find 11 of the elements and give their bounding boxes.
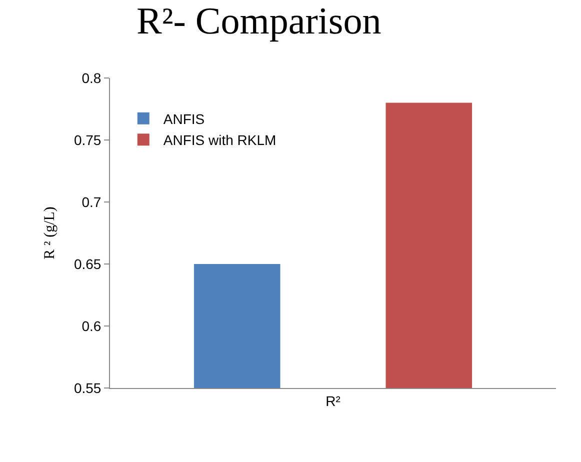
legend-label: ANFIS	[163, 110, 205, 127]
y-tick-label: 0.75	[74, 132, 102, 148]
y-tick-label: 0.65	[74, 256, 102, 272]
y-axis-title: R ² (g/L)	[42, 206, 58, 260]
legend-label: ANFIS with RKLM	[163, 132, 276, 148]
y-tick-label: 0.55	[74, 380, 102, 396]
y-tick-label: 0.7	[82, 194, 102, 210]
y-tick-label: 0.8	[82, 70, 102, 86]
chart-title: R²- Comparison	[136, 0, 382, 43]
y-tick-label: 0.6	[82, 318, 102, 334]
x-tick-label: R²	[326, 392, 341, 409]
